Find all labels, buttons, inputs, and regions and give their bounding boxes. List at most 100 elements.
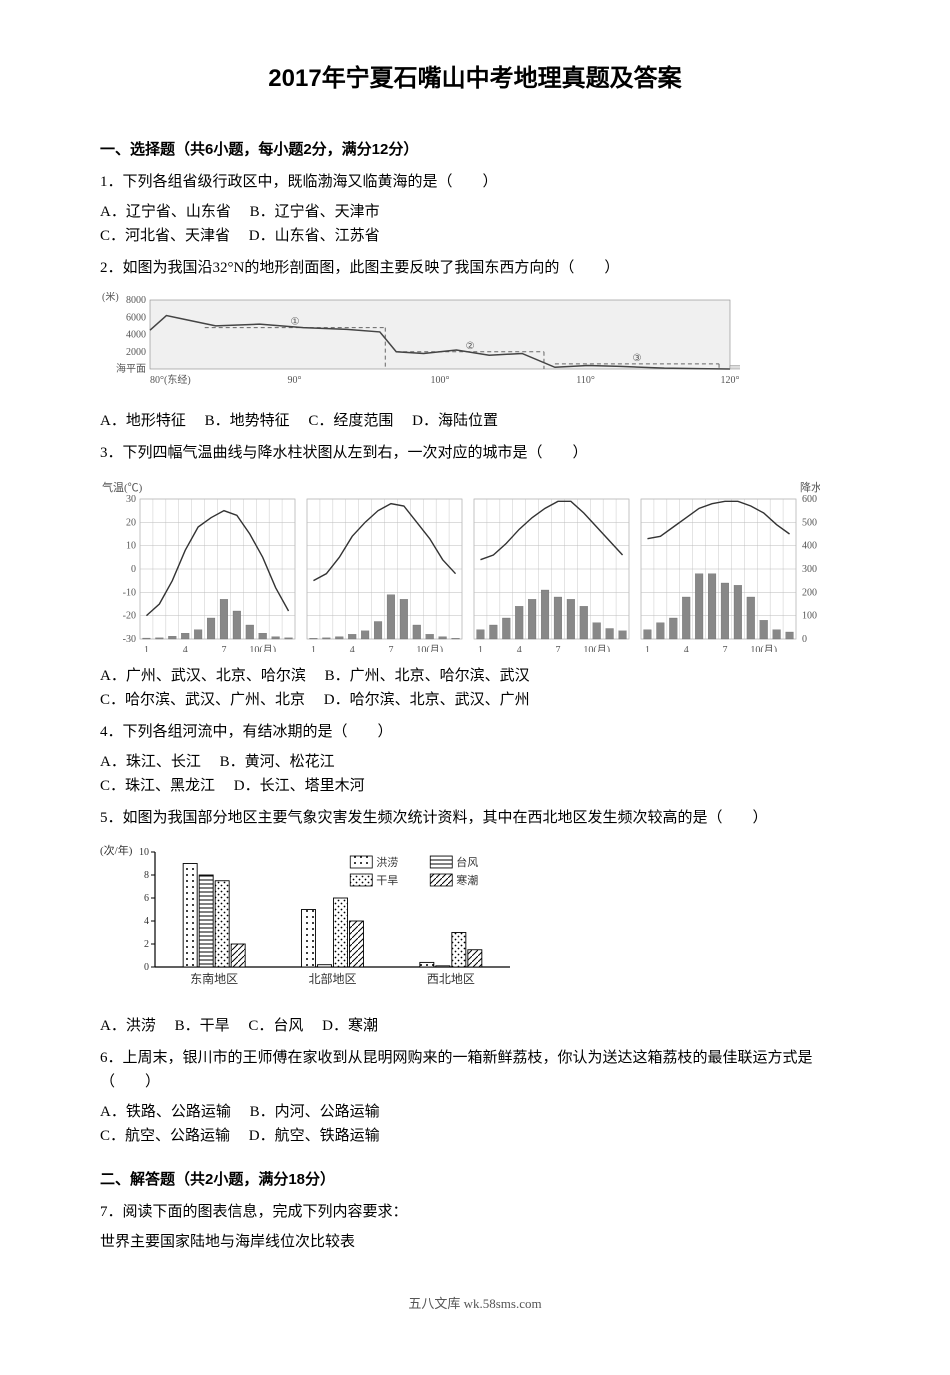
q3-optB: B．广州、北京、哈尔滨、武汉 (325, 668, 530, 684)
q2-optC: C．经度范围 (308, 413, 393, 429)
q5-optC: C．台风 (248, 1018, 303, 1034)
svg-text:4: 4 (350, 645, 355, 652)
svg-text:6000: 6000 (126, 313, 146, 324)
svg-text:7: 7 (388, 645, 393, 652)
svg-text:7: 7 (555, 645, 560, 652)
q2-optD: D．海陆位置 (412, 413, 498, 429)
page-footer: 五八文库 wk.58sms.com (100, 1294, 850, 1315)
svg-text:4: 4 (183, 645, 188, 652)
q4-optB: B．黄河、松花江 (220, 754, 335, 770)
svg-text:300: 300 (802, 564, 817, 575)
svg-text:(米): (米) (102, 292, 119, 303)
svg-text:-30: -30 (123, 634, 136, 645)
q1-optD: D．山东省、江苏省 (249, 228, 380, 244)
q3-optD: D．哈尔滨、北京、武汉、广州 (324, 692, 530, 708)
svg-text:10(月): 10(月) (416, 644, 443, 652)
svg-text:4: 4 (144, 916, 149, 927)
svg-text:(次/年): (次/年) (100, 843, 133, 857)
q6-optC: C．航空、公路运输 (100, 1128, 230, 1144)
svg-text:4: 4 (684, 645, 689, 652)
svg-text:10(月): 10(月) (249, 644, 276, 652)
svg-text:10: 10 (126, 541, 136, 552)
svg-text:500: 500 (802, 518, 817, 529)
svg-text:①: ① (291, 317, 300, 328)
svg-text:0: 0 (131, 564, 136, 575)
svg-text:北部地区: 北部地区 (308, 971, 356, 986)
q4-text: 4．下列各组河流中，有结冰期的是（ ） (100, 720, 850, 744)
svg-text:寒潮: 寒潮 (456, 873, 478, 887)
svg-text:4000: 4000 (126, 330, 146, 341)
svg-text:110°: 110° (576, 375, 595, 386)
q4-optA: A．珠江、长江 (100, 754, 201, 770)
q1-optC: C．河北省、天津省 (100, 228, 230, 244)
q5-optA: A．洪涝 (100, 1018, 156, 1034)
page-title: 2017年宁夏石嘴山中考地理真题及答案 (100, 60, 850, 98)
svg-text:1: 1 (311, 645, 316, 652)
svg-text:20: 20 (126, 518, 136, 529)
q5-text: 5．如图为我国部分地区主要气象灾害发生频次统计资料，其中在西北地区发生频次较高的… (100, 806, 850, 830)
svg-text:西北地区: 西北地区 (427, 972, 475, 986)
q2-text: 2．如图为我国沿32°N的地形剖面图，此图主要反映了我国东西方向的（ ） (100, 256, 850, 280)
q5-options: A．洪涝 B．干旱 C．台风 D．寒潮 (100, 1014, 850, 1038)
q3-optC: C．哈尔滨、武汉、广州、北京 (100, 692, 305, 708)
svg-text:0: 0 (802, 634, 807, 645)
svg-text:气温(℃): 气温(℃) (102, 480, 143, 494)
svg-text:400: 400 (802, 541, 817, 552)
svg-text:100: 100 (802, 611, 817, 622)
svg-text:-20: -20 (123, 611, 136, 622)
q4-optC: C．珠江、黑龙江 (100, 778, 215, 794)
svg-text:干旱: 干旱 (376, 874, 398, 887)
svg-text:7: 7 (722, 645, 727, 652)
q3-optA: A．广州、武汉、北京、哈尔滨 (100, 668, 306, 684)
q1-options: A．辽宁省、山东省 B．辽宁省、天津市 C．河北省、天津省 D．山东省、江苏省 (100, 200, 850, 248)
svg-text:4: 4 (517, 645, 522, 652)
svg-text:海平面: 海平面 (116, 362, 146, 375)
svg-text:100°: 100° (431, 375, 450, 386)
q2-options: A．地形特征 B．地势特征 C．经度范围 D．海陆位置 (100, 409, 850, 433)
q1-text: 1．下列各组省级行政区中，既临渤海又临黄海的是（ ） (100, 170, 850, 194)
q5-optD: D．寒潮 (322, 1018, 378, 1034)
q2-chart: 8000600040002000海平面(米)①②③海洋80°(东经)90°100… (100, 288, 850, 401)
svg-text:120°: 120° (721, 375, 740, 386)
svg-text:200: 200 (802, 588, 817, 599)
q3-text: 3．下列四幅气温曲线与降水柱状图从左到右，一次对应的城市是（ ） (100, 441, 850, 465)
svg-text:8: 8 (144, 870, 149, 881)
q6-optD: D．航空、铁路运输 (249, 1128, 380, 1144)
q2-optB: B．地势特征 (205, 413, 290, 429)
q4-options: A．珠江、长江 B．黄河、松花江 C．珠江、黑龙江 D．长江、塔里木河 (100, 750, 850, 798)
q2-optA: A．地形特征 (100, 413, 186, 429)
section-1-header: 一、选择题（共6小题，每小题2分，满分12分） (100, 138, 850, 162)
svg-text:2: 2 (144, 939, 149, 950)
q3-options: A．广州、武汉、北京、哈尔滨 B．广州、北京、哈尔滨、武汉 C．哈尔滨、武汉、广… (100, 664, 850, 712)
q5-optB: B．干旱 (175, 1018, 230, 1034)
svg-text:600: 600 (802, 494, 817, 505)
q1-optA: A．辽宁省、山东省 (100, 204, 231, 220)
svg-text:1: 1 (645, 645, 650, 652)
q6-optB: B．内河、公路运输 (250, 1104, 380, 1120)
svg-text:②: ② (466, 341, 475, 352)
q6-optA: A．铁路、公路运输 (100, 1104, 231, 1120)
q6-options: A．铁路、公路运输 B．内河、公路运输 C．航空、公路运输 D．航空、铁路运输 (100, 1100, 850, 1148)
svg-text:1: 1 (144, 645, 149, 652)
svg-text:10(月): 10(月) (750, 644, 777, 652)
svg-text:30: 30 (126, 494, 136, 505)
svg-text:洪涝: 洪涝 (376, 855, 398, 869)
svg-text:东南地区: 东南地区 (190, 971, 238, 986)
q7-line2: 世界主要国家陆地与海岸线位次比较表 (100, 1230, 850, 1254)
svg-text:8000: 8000 (126, 295, 146, 306)
svg-text:7: 7 (221, 645, 226, 652)
q6-text: 6．上周末，银川市的王师傅在家收到从昆明网购来的一箱新鲜荔枝，你认为送达这箱荔枝… (100, 1046, 850, 1094)
section-2-header: 二、解答题（共2小题，满分18分） (100, 1168, 850, 1192)
svg-text:10: 10 (139, 847, 149, 858)
svg-text:80°(东经): 80°(东经) (150, 373, 191, 386)
svg-text:90°: 90° (287, 375, 301, 386)
svg-text:台风: 台风 (456, 855, 478, 869)
svg-text:-10: -10 (123, 588, 136, 599)
svg-text:③: ③ (632, 353, 641, 364)
q1-optB: B．辽宁省、天津市 (250, 204, 380, 220)
svg-text:10(月): 10(月) (583, 644, 610, 652)
q3-charts: 气温(℃)降水量(mm)3020100-10-20-30600500400300… (100, 473, 850, 656)
svg-text:6: 6 (144, 893, 149, 904)
svg-text:0: 0 (144, 962, 149, 973)
svg-text:1: 1 (478, 645, 483, 652)
